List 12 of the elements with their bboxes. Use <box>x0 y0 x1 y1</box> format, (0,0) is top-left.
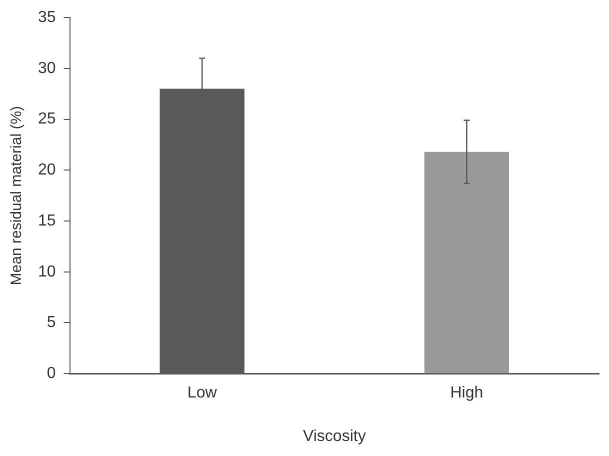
x-axis-title: Viscosity <box>302 428 366 445</box>
y-tick-label: 20 <box>38 162 56 179</box>
y-tick-label: 30 <box>38 60 56 77</box>
y-tick-label: 5 <box>46 314 56 332</box>
y-tick-label: 25 <box>38 110 56 128</box>
y-tick-label: 15 <box>38 212 56 230</box>
y-axis-title: Mean residual material (%) <box>8 106 26 286</box>
x-tick-label: Low <box>187 384 218 402</box>
y-tick-label: 35 <box>38 9 56 26</box>
y-tick-label: 10 <box>38 263 56 280</box>
y-tick-label: 0 <box>46 365 56 382</box>
x-tick-label: High <box>450 384 484 402</box>
